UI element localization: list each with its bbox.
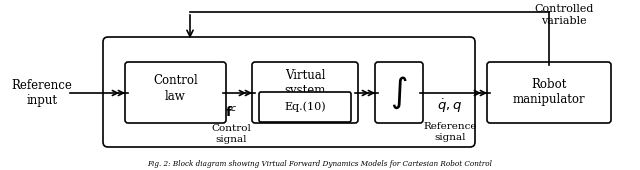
FancyBboxPatch shape [375, 62, 423, 123]
Text: $\int$: $\int$ [390, 74, 408, 111]
Text: Reference
input: Reference input [12, 79, 72, 107]
Text: Control
signal: Control signal [211, 124, 251, 144]
Text: $\dot{q}, q$: $\dot{q}, q$ [438, 97, 463, 115]
Text: Robot
manipulator: Robot manipulator [513, 79, 586, 106]
FancyBboxPatch shape [487, 62, 611, 123]
Text: Control
law: Control law [153, 74, 198, 103]
FancyBboxPatch shape [125, 62, 226, 123]
Text: Controlled
variable: Controlled variable [534, 4, 594, 26]
Text: $\mathbf{f}^c$: $\mathbf{f}^c$ [225, 105, 237, 119]
Text: Reference
signal: Reference signal [423, 122, 477, 142]
FancyBboxPatch shape [103, 37, 475, 147]
FancyBboxPatch shape [259, 92, 351, 122]
Text: Virtual
system: Virtual system [284, 69, 326, 97]
Text: Fig. 2: Block diagram showing Virtual Forward Dynamics Models for Cartesian Robo: Fig. 2: Block diagram showing Virtual Fo… [147, 160, 493, 168]
FancyBboxPatch shape [252, 62, 358, 123]
Text: Eq.(10): Eq.(10) [284, 102, 326, 112]
